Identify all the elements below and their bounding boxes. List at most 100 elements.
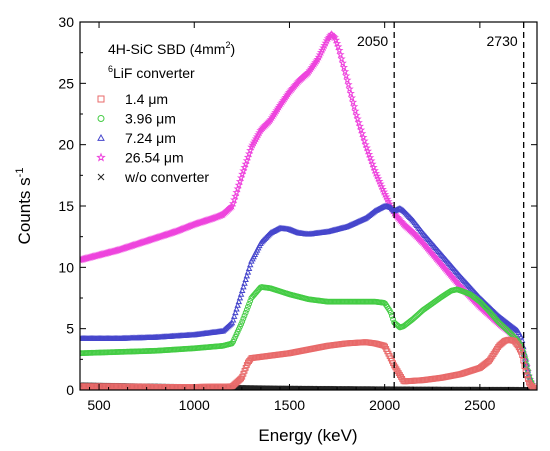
data-point [370, 166, 379, 175]
data-point [239, 373, 246, 380]
data-point [398, 206, 406, 213]
data-point [358, 129, 367, 138]
data-point [519, 352, 526, 358]
series-star [80, 29, 537, 389]
data-point [241, 279, 248, 286]
data-point [340, 67, 350, 76]
data-point [244, 268, 252, 275]
data-point [238, 287, 246, 294]
data-point [243, 272, 251, 279]
data-point [240, 315, 247, 322]
data-point [512, 325, 519, 332]
reference-line-label: 2050 [357, 33, 388, 49]
y-tick-label: 15 [58, 198, 74, 214]
data-point [97, 173, 105, 181]
data-point [508, 322, 516, 329]
data-point [501, 317, 509, 324]
data-point [245, 303, 251, 310]
y-axis-label-superscript: -1 [14, 168, 26, 178]
data-point [387, 309, 394, 316]
data-point [498, 315, 505, 321]
data-point [353, 114, 362, 123]
data-point [379, 203, 387, 210]
series-triangle [80, 202, 536, 388]
data-point [342, 71, 351, 80]
x-tick-label: 2500 [464, 397, 495, 413]
data-point [337, 54, 346, 63]
data-point [366, 153, 375, 162]
data-point [522, 368, 529, 375]
y-tick-label: 0 [66, 382, 74, 398]
data-point [245, 265, 253, 271]
reference-line-label: 2730 [487, 33, 518, 49]
data-point [347, 93, 357, 102]
y-tick-label: 10 [58, 259, 74, 275]
data-point [242, 276, 249, 283]
data-point [360, 136, 369, 145]
data-point [236, 173, 246, 182]
data-point [397, 205, 405, 212]
data-point [504, 319, 511, 326]
data-point [350, 102, 359, 111]
y-tick-label: 25 [58, 75, 74, 91]
data-point [243, 306, 250, 313]
data-point [229, 316, 237, 323]
data-point [368, 159, 377, 168]
data-point [228, 199, 238, 208]
data-point [235, 177, 245, 185]
data-point [345, 84, 354, 93]
data-point [352, 110, 361, 119]
legend: 1.4 μm 3.96 μm 7.24 μm 26.54 μm w/o converte… [96, 91, 209, 185]
annotation-device: 4H-SiC SBD (4mm2) [108, 40, 235, 57]
data-point [241, 367, 248, 374]
data-point [521, 363, 528, 369]
data-point [234, 180, 243, 189]
x-axis: 500 1000 1500 2000 2500 [87, 22, 528, 413]
data-point [243, 152, 253, 161]
data-point [239, 166, 248, 175]
data-point [97, 115, 105, 122]
data-point [236, 294, 244, 301]
data-point [499, 315, 506, 322]
data-point [520, 343, 527, 350]
data-point [239, 318, 246, 325]
data-point [509, 323, 517, 330]
data-point [502, 318, 510, 325]
data-point [367, 156, 376, 165]
data-point [359, 132, 368, 141]
data-point [334, 42, 343, 51]
data-point [386, 203, 393, 210]
legend-label: w/o converter [124, 169, 209, 185]
data-point [246, 300, 252, 307]
data-point [361, 140, 370, 149]
data-point [518, 348, 524, 355]
data-point [234, 301, 241, 308]
data-point [228, 319, 236, 326]
y-axis-label: Counts s-1 [14, 168, 34, 245]
data-point [332, 39, 342, 47]
data-point [230, 312, 238, 319]
data-point [240, 283, 247, 290]
data-point [96, 152, 106, 162]
data-point [241, 159, 250, 168]
data-point [355, 121, 365, 130]
data-point [230, 195, 239, 204]
x-tick-label: 2000 [369, 397, 400, 413]
data-point [396, 205, 404, 211]
y-tick-label: 20 [58, 137, 74, 153]
data-point [338, 58, 347, 67]
data-point [356, 125, 366, 134]
data-point [240, 370, 247, 377]
data-point [348, 97, 358, 106]
data-point [343, 75, 352, 84]
series-layer [80, 29, 537, 390]
data-point [390, 316, 396, 323]
data-point [247, 298, 254, 304]
data-point [233, 184, 242, 193]
data-point [241, 312, 248, 319]
data-point [346, 89, 355, 97]
legend-label: 1.4 μm [125, 91, 168, 107]
data-point [237, 290, 245, 297]
series-square [80, 336, 537, 390]
